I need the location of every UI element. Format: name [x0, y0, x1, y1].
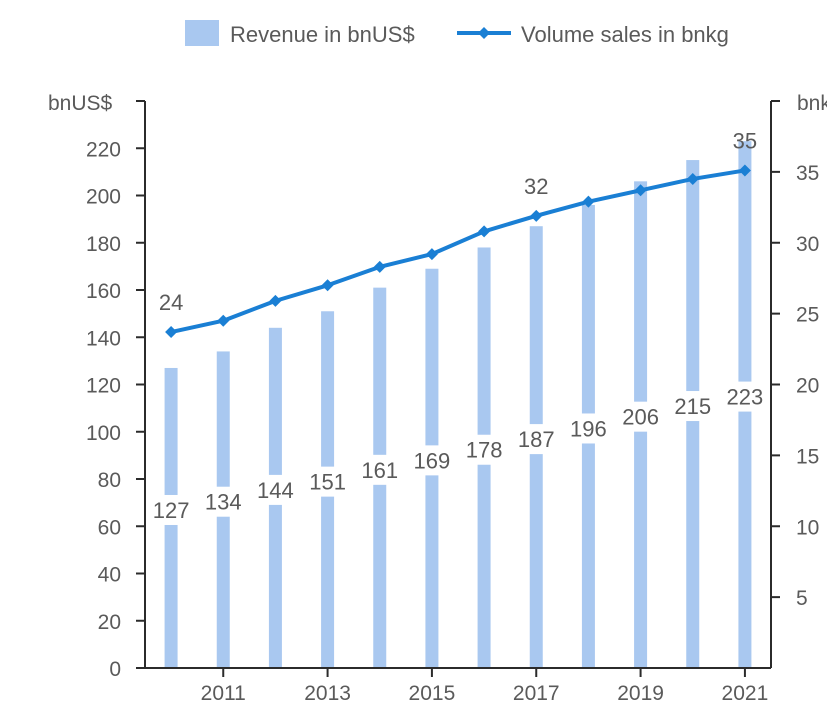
- volume-point-label: 24: [159, 290, 183, 315]
- bar-value-label: 161: [361, 458, 398, 483]
- tick-labels: 0 20 40 60 80 100 120 140 160 180 200 220 5 10 15 20 25 3…: [86, 138, 819, 705]
- bar-label-background: [516, 424, 557, 455]
- volume-point-marker: [165, 326, 178, 339]
- bar-value-label: 206: [622, 405, 659, 430]
- y-right-tick-label: 35: [796, 162, 819, 185]
- volume-point-marker: [478, 225, 491, 238]
- volume-line: [170, 168, 746, 335]
- bar-value-label: 187: [518, 427, 555, 452]
- y-right-tick-label: 10: [796, 516, 819, 539]
- bar-value-label: 151: [309, 470, 346, 495]
- y-axis-left-title: bnUS$: [48, 92, 113, 115]
- volume-point-marker: [530, 209, 543, 222]
- revenue-bars: [164, 141, 752, 669]
- bar-label-background: [411, 445, 452, 476]
- bar-value-label: 127: [153, 498, 190, 523]
- bar-label-background: [568, 413, 609, 444]
- bar-value-label: 196: [570, 416, 607, 441]
- bar-value-label: 215: [674, 394, 711, 419]
- y-left-tick-label: 100: [86, 422, 121, 445]
- volume-point-marker: [321, 279, 334, 292]
- revenue-bar-labels: 127 134 144 151 161 169 178 187 196 206 215 223: [151, 381, 765, 525]
- x-tick-label: 2015: [409, 682, 456, 705]
- volume-point-marker: [269, 294, 282, 307]
- volume-point-marker: [425, 248, 438, 261]
- y-left-tick-label: 200: [86, 186, 121, 209]
- volume-point-label: 35: [733, 128, 757, 153]
- x-tick-label: 2013: [304, 682, 351, 705]
- y-axis-right-title: bnkg: [797, 92, 827, 115]
- y-left-tick-label: 120: [86, 375, 121, 398]
- axes: [136, 100, 780, 677]
- volume-point-marker: [582, 195, 595, 208]
- legend-revenue-swatch: [185, 20, 219, 46]
- x-tick-label: 2019: [617, 682, 664, 705]
- x-tick-label: 2017: [513, 682, 560, 705]
- y-left-tick-label: 220: [86, 138, 121, 161]
- bar-label-background: [724, 381, 765, 412]
- y-right-tick-label: 15: [796, 445, 819, 468]
- y-left-tick-label: 20: [98, 611, 121, 634]
- y-right-tick-label: 30: [796, 233, 819, 256]
- bar-label-background: [359, 454, 400, 485]
- y-left-tick-label: 60: [98, 516, 121, 539]
- bar-label-background: [464, 434, 505, 465]
- volume-point-label: 32: [524, 174, 548, 199]
- y-left-tick-label: 40: [98, 564, 121, 587]
- y-left-tick-label: 160: [86, 280, 121, 303]
- y-left-tick-label: 80: [98, 469, 121, 492]
- volume-point-marker: [217, 314, 230, 327]
- legend-revenue-label: Revenue in bnUS$: [230, 22, 415, 47]
- bar-value-label: 178: [466, 438, 503, 463]
- legend: Revenue in bnUS$ Volume sales in bnkg: [185, 20, 729, 47]
- bar-value-label: 169: [414, 448, 451, 473]
- legend-volume-label: Volume sales in bnkg: [521, 22, 729, 47]
- bar-value-label: 134: [205, 490, 242, 515]
- bar-label-background: [672, 391, 713, 422]
- y-left-tick-label: 140: [86, 327, 121, 350]
- y-right-tick-label: 20: [796, 375, 819, 398]
- bar-label-background: [307, 466, 348, 497]
- bar-label-background: [620, 401, 661, 432]
- volume-point-marker: [634, 184, 647, 197]
- y-left-tick-label: 180: [86, 233, 121, 256]
- volume-line-layer: 24 32 35: [159, 128, 757, 339]
- y-right-tick-label: 25: [796, 304, 819, 327]
- bar-value-label: 223: [727, 385, 764, 410]
- x-tick-label: 2011: [201, 682, 246, 705]
- y-left-tick-label: 0: [109, 658, 121, 681]
- bar-value-label: 144: [257, 478, 294, 503]
- bar-label-background: [255, 474, 296, 505]
- volume-point-marker: [686, 172, 699, 185]
- volume-point-marker: [373, 260, 386, 273]
- y-right-tick-label: 5: [796, 587, 808, 610]
- legend-volume-swatch-marker: [478, 27, 490, 39]
- bar-label-background: [203, 486, 244, 517]
- x-tick-label: 2021: [722, 682, 769, 705]
- bar-label-background: [151, 494, 192, 525]
- volume-point-marker: [738, 164, 751, 177]
